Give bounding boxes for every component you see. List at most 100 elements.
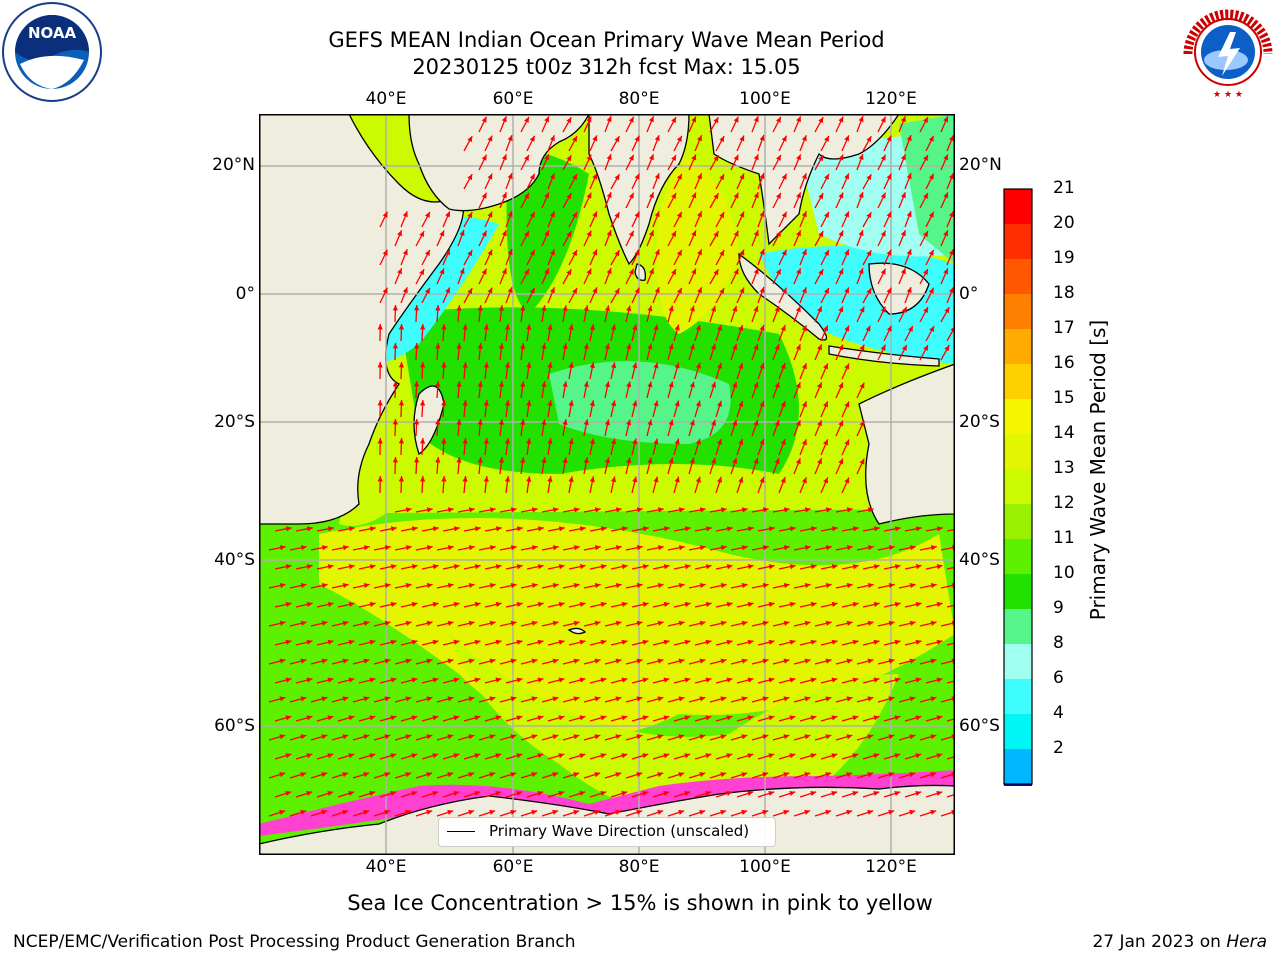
- wave-arrow-head: [445, 211, 450, 218]
- wave-arrow-head: [573, 734, 580, 740]
- wave-arrow-head: [717, 400, 722, 407]
- wave-arrow-head: [678, 696, 685, 702]
- wave-arrow-head: [390, 791, 397, 796]
- wave-arrow-head: [900, 192, 906, 199]
- wave-arrow-head: [550, 287, 555, 294]
- colorbar-segment: [1004, 364, 1032, 399]
- wave-arrow-head: [363, 545, 370, 551]
- wave-arrow-head: [573, 620, 580, 626]
- wave-arrow-head: [537, 791, 544, 796]
- wave-arrow-head: [732, 343, 738, 350]
- wave-arrow-head: [636, 545, 643, 551]
- wave-arrow-head: [844, 135, 849, 142]
- wave-arrow-head: [824, 211, 829, 218]
- wave-arrow-head: [615, 696, 622, 702]
- wave-arrow-head: [831, 639, 838, 645]
- wave-arrow-head: [759, 287, 765, 293]
- wave-arrow-head: [909, 734, 916, 740]
- wave-arrow-head: [411, 715, 418, 721]
- wave-arrow-head: [789, 526, 796, 532]
- wave-arrow-head: [537, 526, 544, 532]
- wave-arrow-head: [717, 438, 722, 445]
- wave-arrow-head: [642, 601, 649, 607]
- wave-arrow-head: [908, 325, 913, 332]
- wave-arrow-head: [713, 269, 719, 276]
- wave-arrow-head: [844, 401, 850, 408]
- wave-arrow-head: [858, 230, 864, 236]
- wave-arrow-head: [459, 230, 465, 236]
- wave-arrow-head: [663, 526, 670, 532]
- wave-arrow-head: [477, 457, 483, 463]
- wave-arrow-head: [342, 734, 349, 740]
- wave-arrow-head: [774, 306, 780, 313]
- wave-arrow-head: [384, 620, 391, 626]
- wave-arrow-head: [689, 419, 695, 426]
- wave-arrow-head: [285, 564, 292, 570]
- wave-arrow-head: [483, 324, 489, 330]
- wave-arrow-head: [604, 457, 610, 464]
- wave-arrow-head: [432, 715, 439, 721]
- wave-arrow-head: [901, 344, 907, 351]
- colorbar-tick: 16: [1053, 353, 1075, 373]
- wave-arrow-head: [944, 345, 950, 352]
- wave-arrow-head: [405, 583, 412, 589]
- wave-arrow-head: [930, 809, 937, 815]
- wave-arrow-head: [900, 230, 906, 237]
- wave-arrow-head: [762, 658, 769, 664]
- wave-arrow-head: [489, 620, 496, 626]
- wave-arrow-head: [621, 639, 628, 645]
- wave-arrow-head: [668, 457, 674, 464]
- colorbar-tick: 9: [1053, 598, 1064, 618]
- wave-arrow-head: [804, 658, 811, 664]
- wave-arrow-head: [789, 564, 796, 570]
- colorbar: [1003, 188, 1033, 786]
- wave-arrow-head: [432, 791, 439, 796]
- wave-arrow-head: [462, 324, 468, 330]
- wave-arrow-head: [759, 173, 765, 179]
- wave-arrow-head: [684, 753, 691, 759]
- wave-arrow-head: [949, 287, 954, 294]
- wave-arrow-head: [759, 439, 765, 445]
- wave-arrow-head: [818, 231, 824, 238]
- wave-arrow-head: [529, 249, 535, 256]
- wave-arrow-head: [481, 192, 487, 199]
- wave-arrow-head: [733, 154, 739, 161]
- wave-arrow-head: [906, 287, 912, 294]
- colorbar-segment: [1004, 434, 1032, 469]
- wave-arrow-head: [377, 476, 383, 482]
- wave-arrow-head: [838, 458, 844, 465]
- wave-arrow-head: [780, 477, 786, 484]
- wave-arrow-head: [447, 658, 454, 664]
- wave-arrow-head: [823, 363, 828, 370]
- wave-arrow-head: [747, 753, 754, 759]
- wave-arrow-head: [949, 211, 954, 218]
- wave-arrow-head: [544, 154, 549, 161]
- wave-arrow-head: [823, 401, 828, 408]
- lat-tick-right: 0°: [959, 284, 979, 304]
- wave-arrow-head: [695, 324, 701, 331]
- wave-arrow-head: [865, 325, 871, 332]
- wave-arrow-head: [447, 696, 454, 702]
- wave-arrow-head: [615, 507, 622, 513]
- wave-arrow-head: [615, 658, 622, 664]
- wave-arrow-head: [705, 753, 712, 759]
- wave-arrow-head: [468, 545, 475, 551]
- wave-arrow-head: [572, 136, 577, 142]
- wave-arrow-head: [382, 249, 388, 256]
- wave-arrow-head: [348, 677, 355, 683]
- wave-arrow-head: [671, 117, 676, 123]
- wave-arrow-head: [684, 601, 691, 607]
- lat-tick-left: 20°N: [212, 155, 255, 175]
- wave-arrow-head: [873, 753, 880, 759]
- wave-arrow-head: [483, 476, 489, 482]
- wave-arrow-head: [804, 620, 811, 626]
- wave-arrow-head: [838, 420, 844, 427]
- colorbar-tick: 11: [1053, 528, 1075, 548]
- colorbar-frame: [1003, 188, 1033, 785]
- wave-arrow-head: [776, 192, 781, 199]
- wave-arrow-head: [654, 287, 660, 294]
- wave-arrow-head: [810, 564, 817, 570]
- wave-arrow-head: [720, 696, 727, 702]
- wave-arrow-head: [732, 381, 738, 388]
- colorbar-segment: [1004, 749, 1032, 784]
